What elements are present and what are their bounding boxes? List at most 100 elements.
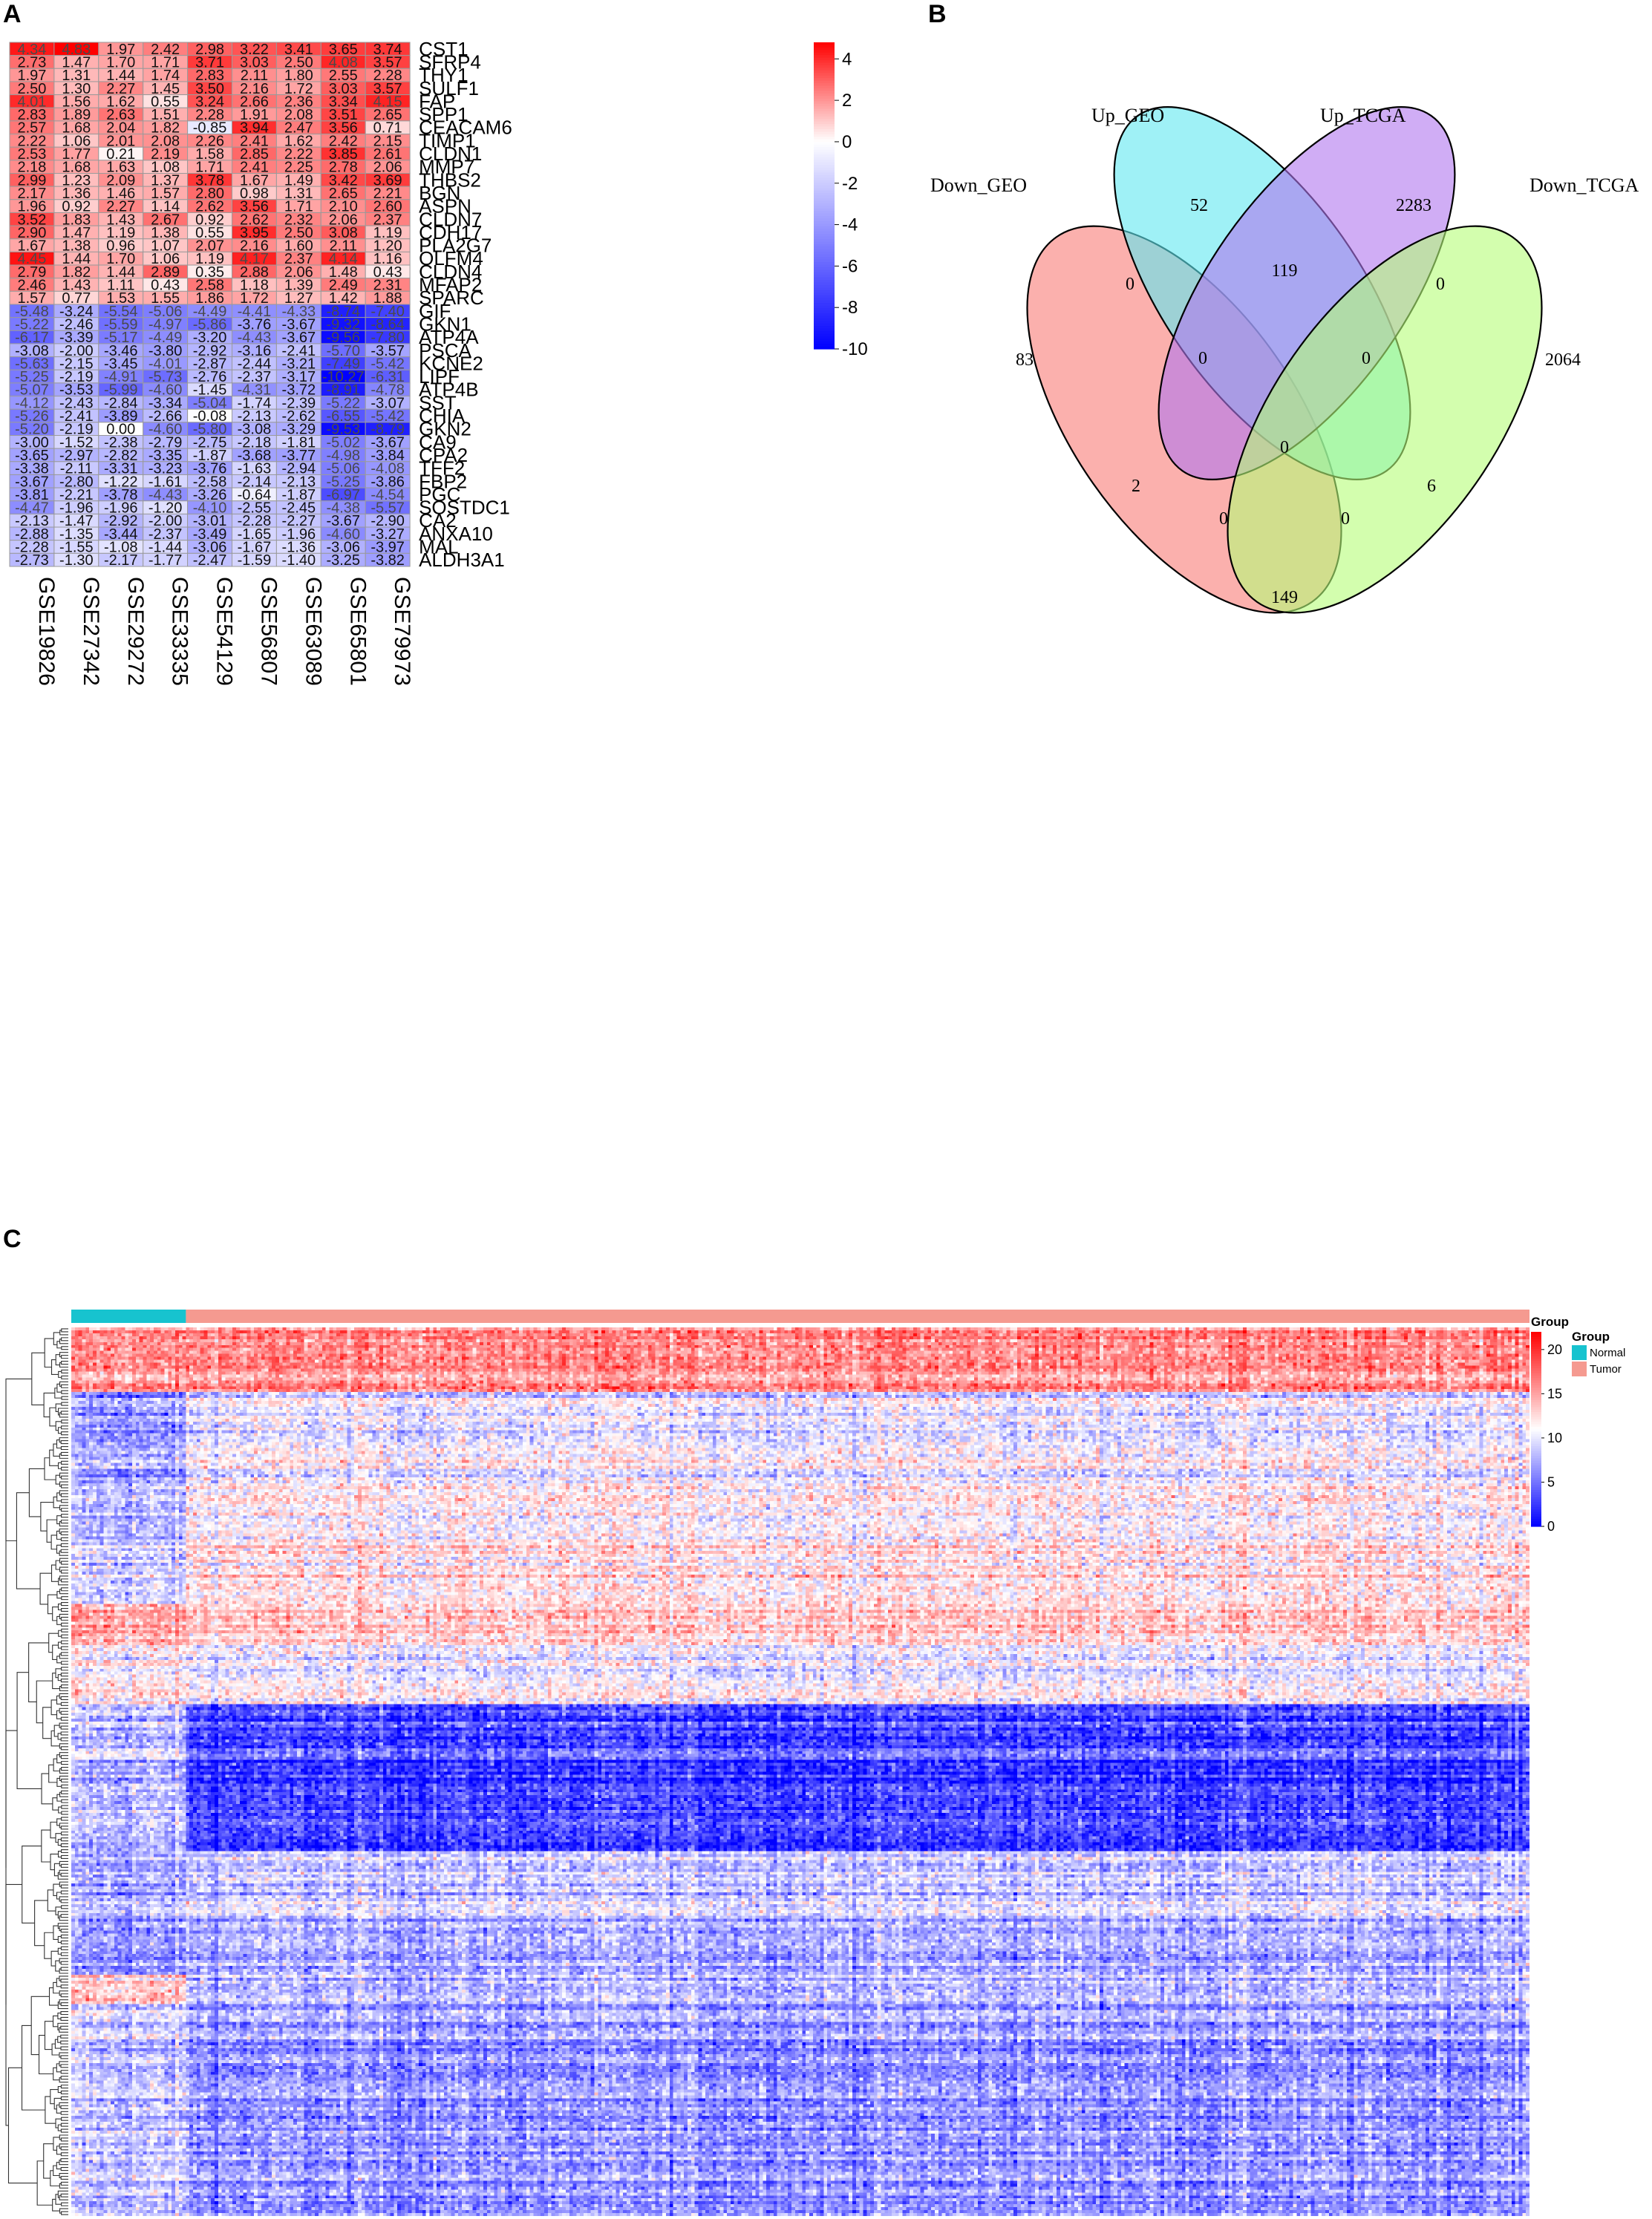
dendrogram-branch <box>60 1440 68 1445</box>
heatmap-a-cell-value: 2.16 <box>240 238 269 255</box>
dendrogram-branch <box>60 1537 68 1541</box>
colorbar-a-step <box>814 55 835 59</box>
heatmap-a-cell-value: -4.91 <box>104 369 138 385</box>
heatmap-a-cell-value: 3.71 <box>195 54 224 71</box>
colorbar-c-step <box>1531 1514 1541 1517</box>
heatmap-a-cell-value: 2.27 <box>106 81 135 97</box>
heatmap-a-cell-value: -2.37 <box>238 369 272 385</box>
dendrogram-branch <box>61 1849 68 1854</box>
dendrogram-branch <box>61 1375 68 1379</box>
heatmap-a-cell-value: -5.04 <box>193 395 227 411</box>
dendrogram-branch <box>61 1346 68 1350</box>
heatmap-a-cell-value: 1.43 <box>106 212 135 228</box>
dendrogram-branch <box>61 1622 68 1627</box>
heatmap-a-cell-value: -5.25 <box>326 474 360 490</box>
heatmap-a-cell-value: -3.80 <box>148 343 183 359</box>
colorbar-c-step <box>1531 1380 1541 1384</box>
heatmap-a-cell-value: 1.48 <box>329 264 358 281</box>
heatmap-a-row-label: CDH17 <box>419 221 482 244</box>
dendrogram-branch <box>60 2002 68 2007</box>
dendrogram-branch <box>61 1661 68 1665</box>
dendrogram-branch <box>60 2016 68 2021</box>
heatmap-a-cell-value: -3.25 <box>326 552 360 569</box>
dendrogram-branch <box>60 1616 68 1621</box>
heatmap-a-cell-value: -3.86 <box>370 474 405 490</box>
dendrogram-branch <box>60 1493 68 1497</box>
heatmap-a-column-label: GSE56807 <box>256 577 281 686</box>
heatmap-a-cell-value: 2.21 <box>373 186 402 202</box>
heatmap-a-cell-value: -3.38 <box>15 461 49 477</box>
dendrogram-branch <box>61 1905 68 1909</box>
dendrogram-branch <box>60 1946 68 1950</box>
colorbar-a-step <box>814 65 835 69</box>
heatmap-a-cell-value: 1.97 <box>106 42 135 58</box>
dendrogram-branch <box>61 1499 68 1503</box>
heatmap-a-cell-value: 1.44 <box>106 68 135 84</box>
heatmap-a-cell-value: 2.32 <box>284 212 313 228</box>
heatmap-a-cell-value: 2.53 <box>17 146 46 163</box>
heatmap-a-cell-value: 2.90 <box>17 225 46 241</box>
heatmap-a-cell-value: -3.72 <box>282 382 316 399</box>
colorbar-c-step <box>1531 1489 1541 1493</box>
heatmap-a-cell-value: 2.08 <box>284 107 313 123</box>
heatmap-a-cell-value: -2.84 <box>104 395 138 411</box>
heatmap-a-cell-value: -8.74 <box>326 304 360 320</box>
colorbar-a-step <box>814 121 835 125</box>
row-dendrogram <box>5 1328 68 2215</box>
colorbar-a-step <box>814 307 835 311</box>
colorbar-a-step <box>814 213 835 217</box>
heatmap-a-cell-value: -3.57 <box>370 343 405 359</box>
colorbar-a-step <box>814 149 835 153</box>
dendrogram-branch <box>55 1668 62 1679</box>
heatmap-a-cell-value: 2.07 <box>195 238 224 255</box>
heatmap-a-colorbar: 4 2 0 -2 -4 -6 -8 -10 <box>814 42 868 359</box>
heatmap-a-cell-value: -4.33 <box>282 304 316 320</box>
colorbar-c-step <box>1531 1480 1541 1483</box>
annotation-track-label: Group <box>1531 1315 1569 1329</box>
heatmap-a-cell-value: 3.03 <box>240 54 269 71</box>
dendrogram-branch <box>61 1761 68 1765</box>
heatmap-a-cell-value: -5.63 <box>15 356 49 372</box>
colorbar-a-step <box>814 119 835 122</box>
dendrogram-branch <box>57 2124 62 2131</box>
heatmap-a-cell-value: 1.16 <box>373 251 402 267</box>
colorbar-a-step <box>814 157 835 160</box>
heatmap-a-cell-value: 1.14 <box>151 199 180 215</box>
heatmap-a-cell-value: -5.26 <box>15 408 49 425</box>
dendrogram-branch <box>61 1640 68 1644</box>
heatmap-a-cell-value: -1.74 <box>238 395 272 411</box>
heatmap-a-cell-value: 0.00 <box>106 422 135 438</box>
heatmap-a-cell-value: 3.52 <box>17 212 46 228</box>
heatmap-a-cell-value: 1.55 <box>151 290 180 307</box>
heatmap-a-cell-value: 1.11 <box>107 278 134 294</box>
dendrogram-branch <box>61 1328 68 1333</box>
dendrogram-branch <box>57 1935 62 1943</box>
heatmap-a-cell-value: -1.96 <box>282 526 316 543</box>
heatmap-a-cell-value: 2.42 <box>329 133 358 149</box>
dendrogram-branch <box>56 1754 62 1764</box>
colorbar-a-step <box>814 257 835 261</box>
heatmap-a-cell-value: -3.67 <box>282 330 316 346</box>
dendrogram-branch <box>55 1474 60 1485</box>
heatmap-a-cell-value: 2.09 <box>106 172 135 189</box>
heatmap-a-cell-value: -2.00 <box>148 513 183 529</box>
annotation-tumor <box>186 1310 1529 1323</box>
dendrogram-branch <box>61 1475 68 1480</box>
dendrogram-branch <box>44 1932 53 1959</box>
dendrogram-branch <box>53 1925 59 1940</box>
heatmap-a-cell-value: 2.62 <box>240 212 269 228</box>
colorbar-a-step <box>814 62 835 66</box>
heatmap-a-cell-value: 4.34 <box>17 42 46 58</box>
colorbar-a-step <box>814 330 835 334</box>
heatmap-a-cell-value: 2.22 <box>284 146 313 163</box>
heatmap-a-cell-value: -3.01 <box>193 513 227 529</box>
heatmap-a-cell-value: -5.73 <box>148 369 183 385</box>
heatmap-a-cell-value: 2.06 <box>284 264 313 281</box>
heatmap-a-cell-value: -3.35 <box>148 448 183 464</box>
heatmap-a-column-label: GSE65801 <box>345 577 370 686</box>
dendrogram-branch <box>46 1519 57 1543</box>
dendrogram-branch <box>56 1615 62 1625</box>
heatmap-a-cell-value: -4.10 <box>193 500 227 517</box>
colorbar-c-step <box>1531 1416 1541 1420</box>
